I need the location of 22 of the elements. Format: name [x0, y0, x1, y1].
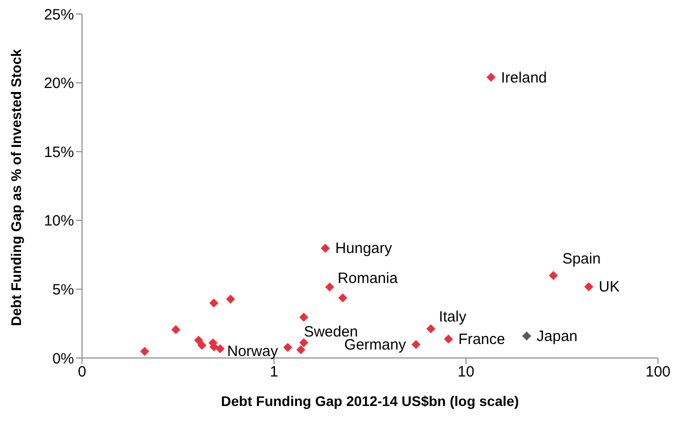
y-tick-label: 15%	[44, 144, 74, 161]
x-tick-label: 1	[270, 364, 278, 381]
annotation: Ireland	[501, 69, 547, 86]
x-tick-label: 10	[458, 364, 474, 381]
y-tick-label: 0%	[52, 350, 74, 368]
annotation: Italy	[438, 308, 467, 326]
annotation: France	[458, 331, 506, 348]
x-axis-title: Debt Funding Gap 2012-14 US$bn (log scale)	[221, 393, 519, 409]
annotation: Hungary	[335, 240, 392, 258]
annotation: Spain	[562, 250, 601, 268]
annotation: Japan	[536, 328, 578, 345]
annotation: Norway	[227, 342, 278, 360]
y-tick-label: 10%	[44, 212, 74, 230]
annotation: UK	[598, 278, 620, 296]
annotation: Germany	[344, 336, 406, 354]
x-tick-label: 0	[78, 364, 86, 381]
y-tick-label: 5%	[52, 282, 74, 299]
annotation: Romania	[338, 270, 398, 287]
y-axis-title: Debt Funding Gap as % of Invested Stock	[8, 48, 24, 326]
y-tick-label: 20%	[44, 75, 74, 92]
y-tick-label: 25%	[44, 6, 74, 24]
x-tick-label: 100	[645, 364, 671, 381]
